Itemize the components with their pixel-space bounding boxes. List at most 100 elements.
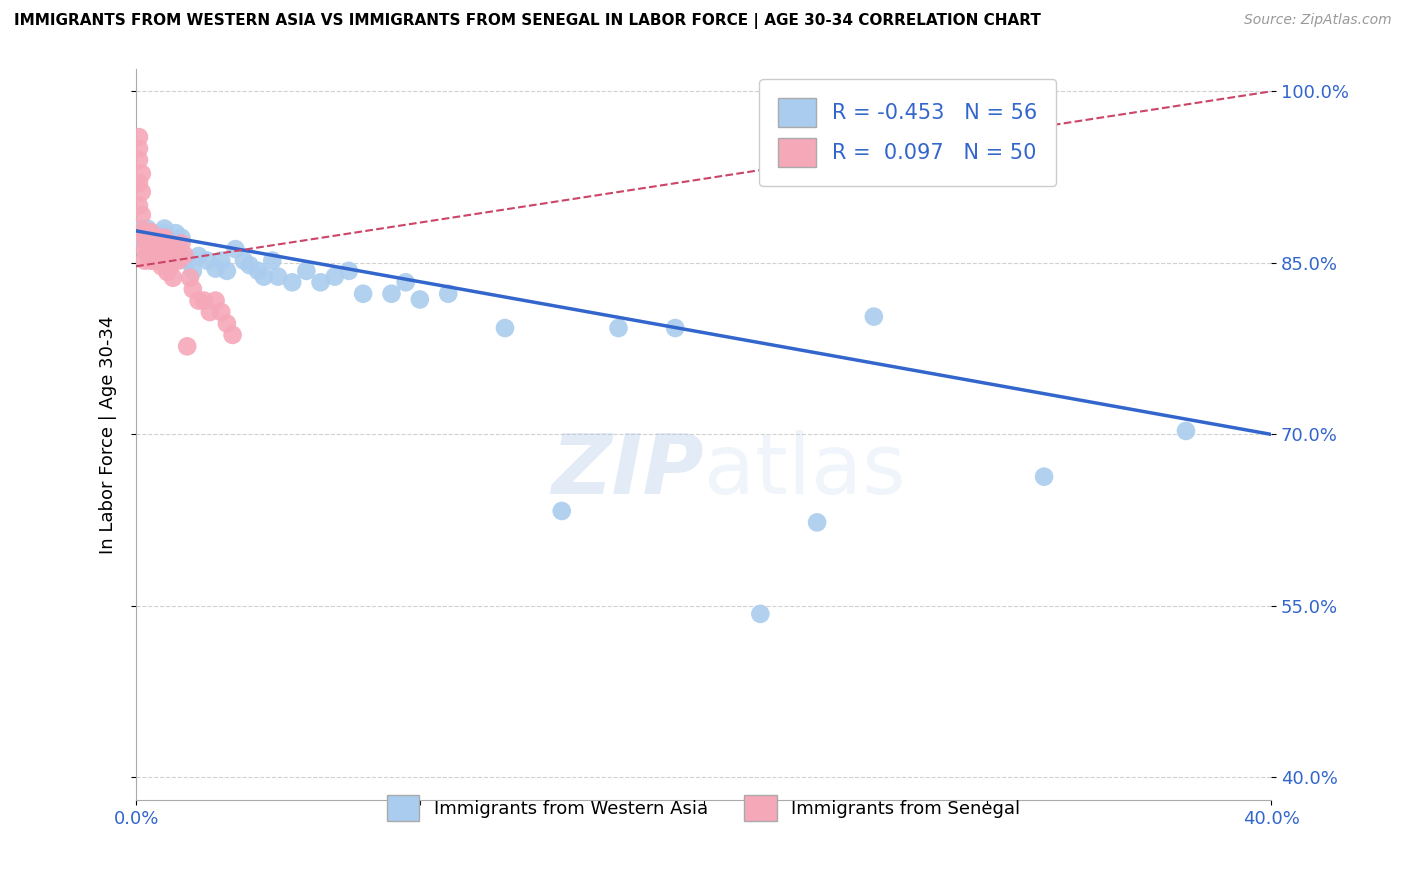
Point <box>1175 424 1198 438</box>
Point <box>204 293 226 308</box>
Point <box>162 270 184 285</box>
Point <box>131 224 153 238</box>
Point <box>128 153 150 167</box>
Point <box>806 516 828 530</box>
Text: ZIP: ZIP <box>551 431 703 511</box>
Text: Source: ZipAtlas.com: Source: ZipAtlas.com <box>1244 13 1392 28</box>
Point <box>131 225 153 239</box>
Point <box>179 270 201 285</box>
Point <box>209 253 232 268</box>
Point <box>221 327 243 342</box>
Legend: Immigrants from Western Asia, Immigrants from Senegal: Immigrants from Western Asia, Immigrants… <box>373 780 1035 835</box>
Point <box>309 275 332 289</box>
Point <box>352 286 374 301</box>
Point <box>131 231 153 245</box>
Point <box>131 167 153 181</box>
Point <box>136 225 159 239</box>
Point <box>176 339 198 353</box>
Point <box>167 248 190 262</box>
Point <box>145 236 167 251</box>
Point <box>181 282 204 296</box>
Point <box>148 233 170 247</box>
Point <box>167 253 190 268</box>
Text: atlas: atlas <box>703 431 905 511</box>
Point <box>145 248 167 262</box>
Point <box>195 253 218 268</box>
Point <box>267 269 290 284</box>
Point <box>153 221 176 235</box>
Point <box>173 248 195 262</box>
Point <box>136 248 159 262</box>
Point <box>156 265 179 279</box>
Point <box>142 253 165 268</box>
Point <box>145 227 167 242</box>
Point <box>159 260 181 274</box>
Point <box>1033 469 1056 483</box>
Point <box>281 275 304 289</box>
Point <box>128 142 150 156</box>
Point <box>253 269 276 284</box>
Point <box>128 176 150 190</box>
Point <box>193 293 215 308</box>
Point <box>607 321 630 335</box>
Point <box>136 221 159 235</box>
Point <box>134 225 156 239</box>
Point <box>215 264 238 278</box>
Point <box>136 227 159 242</box>
Point <box>437 286 460 301</box>
Point <box>136 236 159 251</box>
Point <box>181 264 204 278</box>
Point <box>395 275 418 289</box>
Point <box>139 225 162 239</box>
Point <box>142 226 165 240</box>
Point <box>863 310 886 324</box>
Point <box>134 253 156 268</box>
Point <box>494 321 516 335</box>
Point <box>187 249 209 263</box>
Point <box>187 293 209 308</box>
Point <box>209 305 232 319</box>
Point <box>159 242 181 256</box>
Point <box>134 224 156 238</box>
Point <box>139 226 162 240</box>
Point <box>139 231 162 245</box>
Text: IMMIGRANTS FROM WESTERN ASIA VS IMMIGRANTS FROM SENEGAL IN LABOR FORCE | AGE 30-: IMMIGRANTS FROM WESTERN ASIA VS IMMIGRAN… <box>14 13 1040 29</box>
Point <box>139 242 162 256</box>
Point <box>150 242 173 256</box>
Point <box>664 321 686 335</box>
Point <box>131 185 153 199</box>
Point <box>142 231 165 245</box>
Point <box>323 269 346 284</box>
Point <box>128 199 150 213</box>
Point <box>153 231 176 245</box>
Point <box>142 242 165 256</box>
Point <box>139 231 162 245</box>
Point <box>139 253 162 268</box>
Point <box>176 253 198 268</box>
Y-axis label: In Labor Force | Age 30-34: In Labor Force | Age 30-34 <box>100 315 117 554</box>
Point <box>153 242 176 256</box>
Point <box>153 253 176 268</box>
Point <box>170 236 193 251</box>
Point <box>380 286 402 301</box>
Point <box>134 231 156 245</box>
Point <box>165 226 187 240</box>
Point <box>239 258 262 272</box>
Point <box>148 231 170 245</box>
Point <box>131 208 153 222</box>
Point <box>142 233 165 247</box>
Point <box>204 261 226 276</box>
Point <box>128 221 150 235</box>
Point <box>262 253 284 268</box>
Point <box>247 264 270 278</box>
Point <box>150 260 173 274</box>
Point <box>148 253 170 268</box>
Point <box>156 238 179 252</box>
Point <box>215 317 238 331</box>
Point <box>749 607 772 621</box>
Point <box>150 231 173 245</box>
Point <box>128 130 150 145</box>
Point <box>551 504 574 518</box>
Point <box>409 293 432 307</box>
Point <box>232 253 254 268</box>
